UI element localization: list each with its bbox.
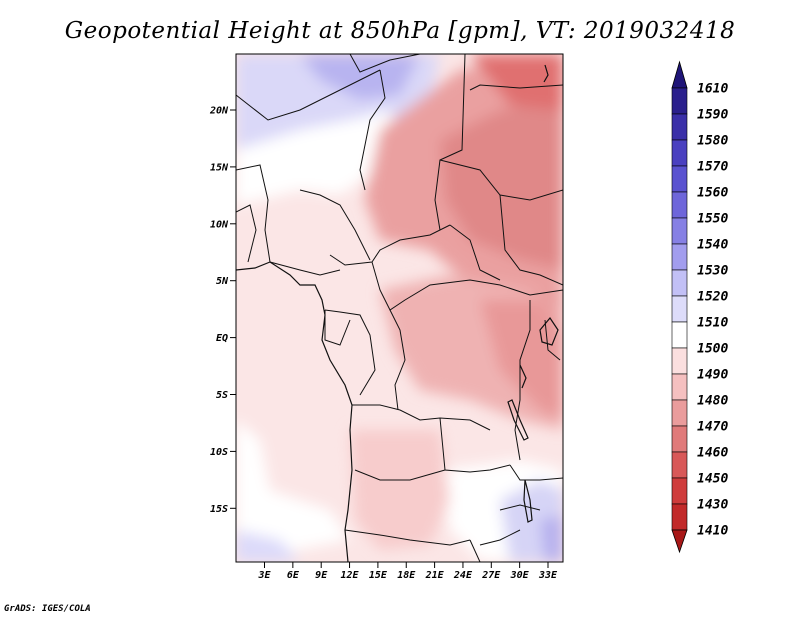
colorbar-swatch [671,217,688,245]
lon-label: 9E [315,570,328,581]
lat-label: 5S [216,390,228,401]
lon-label: 24E [453,570,473,581]
colorbar-swatch [671,503,688,531]
lat-label: EQ [216,333,228,344]
chart-title: Geopotential Height at 850hPa [gpm], VT:… [64,18,736,44]
colorbar-top-arrow [671,60,688,89]
colorbar-label: 1530 [697,264,728,279]
latitude-axis: 20N 15N 10N 5N EQ 5S 10S 15S [209,106,236,515]
colorbar-swatch [671,477,688,505]
colorbar-swatch [671,139,688,167]
lon-label: 6E [287,570,300,581]
lat-label: 5N [216,276,229,287]
colorbar-swatch [671,165,688,193]
colorbar-swatch [671,347,688,375]
colorbar-label: 1510 [697,316,728,331]
colorbar-label: 1570 [697,160,728,175]
colorbar-swatch [671,321,688,349]
colorbar-swatch [671,295,688,323]
lon-label: 21E [425,570,445,581]
lon-label: 27E [481,570,501,581]
colorbar-label: 1410 [697,524,728,539]
lon-label: 18E [397,570,416,581]
colorbar-swatch [671,87,688,115]
lon-label: 15E [369,570,388,581]
colorbar-label: 1560 [697,186,728,201]
colorbar-label: 1460 [697,446,728,461]
colorbar-label: 1490 [697,368,728,383]
colorbar-swatch [671,399,688,427]
lat-label: 15S [210,504,228,515]
colorbar-swatch [671,243,688,271]
lon-label: 30E [510,570,530,581]
lon-label: 12E [341,570,360,581]
colorbar-label: 1520 [697,290,728,305]
colorbar-bottom-arrow [671,529,688,554]
lat-label: 10N [210,219,229,230]
colorbar-label: 1500 [697,342,728,357]
lakes [507,64,559,523]
colorbar-swatch [671,451,688,479]
colorbar-label: 1430 [697,498,728,513]
coastline [236,261,353,562]
colorbar-label: 1590 [697,108,728,123]
longitude-axis: 3E 6E 9E 12E 15E 18E 21E 24E 27E 30E 33E [257,562,558,581]
lat-label: 15N [210,162,229,173]
lon-label: 33E [538,570,558,581]
colorbar-swatch [671,373,688,401]
colorbar-swatch [671,113,688,141]
lat-label: 10S [210,447,228,458]
lat-label: 20N [209,106,229,117]
colorbar-swatch [671,191,688,219]
lon-label: 3E [257,570,271,581]
colorbar-label: 1550 [697,212,728,227]
colorbar-label: 1450 [697,472,728,487]
colorbar-label: 1470 [697,420,728,435]
colorbar-label: 1610 [697,82,728,97]
country-borders [236,54,563,562]
colorbar-label: 1540 [697,238,728,253]
map-frame [235,53,564,563]
colorbar-swatch [671,269,688,297]
colorbar-swatch [671,425,688,453]
credit-text: GrADS: IGES/COLA [4,604,91,614]
colorbar-label: 1580 [697,134,728,149]
colorbar: 1610 1590 1580 1570 1560 1550 1540 1530 1520 1510… [671,60,728,554]
height-field [236,54,563,562]
colorbar-label: 1480 [697,394,728,409]
